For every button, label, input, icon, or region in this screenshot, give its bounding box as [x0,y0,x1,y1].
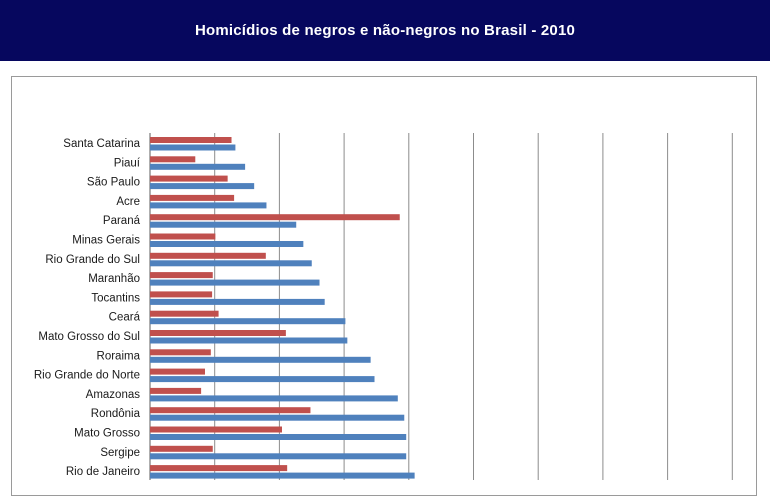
bar-blue [150,318,346,325]
category-label: Rondônia [91,408,141,420]
category-label: Piauí [114,157,141,169]
bar-blue [150,202,267,209]
category-label: Mato Grosso do Sul [38,331,140,343]
category-label: Rio Grande do Sul [45,254,140,266]
bar-blue [150,279,320,286]
bar-blue [150,395,398,402]
bar-blue [150,337,348,344]
category-label: Paraná [103,215,141,227]
category-label: Amazonas [86,389,141,401]
bar-red [150,194,235,201]
bar-red [150,407,311,414]
bar-red [150,156,196,163]
category-label: Roraima [97,350,141,362]
bar-blue [150,241,304,247]
category-label: Maranhão [88,273,140,285]
category-label: Rio de Janeiro [66,466,140,478]
bar-blue [150,414,405,421]
bar-red [150,445,213,452]
bar-blue [150,453,407,460]
category-label: Tocantins [91,292,140,304]
category-label: Ceará [109,312,141,324]
bar-blue [150,163,246,170]
bar-red [150,214,400,221]
category-label: Sergipe [100,447,140,459]
bar-chart: Santa Catarina Piauí São Paulo Acre Paraná Mi… [34,133,733,480]
bar-red [150,272,213,279]
bar-blue [150,183,255,190]
bar-red [150,137,232,143]
bar-red [150,387,202,394]
chart-title: Homicídios de negros e não-negros no Bra… [194,22,576,39]
category-label: Acre [116,196,140,208]
category-labels: Santa Catarina Piauí São Paulo Acre Paraná Mi… [34,138,141,478]
bar-red [150,349,211,356]
bar-red [150,310,219,317]
bar-blue [150,221,297,228]
bar-red [150,330,286,336]
bar-red [150,252,266,259]
bar-blue [150,472,415,479]
bar-blue [150,376,375,383]
category-label: São Paulo [87,177,140,189]
category-label: Mato Grosso [74,428,140,440]
bar-red [150,175,228,182]
chart-frame [11,76,757,496]
bar-blue [150,298,325,305]
bar-blue [150,434,407,440]
bar-red [150,426,282,433]
bar-red [150,233,216,240]
chart-header-bar: Homicídios de negros e não-negros no Bra… [0,0,770,61]
category-label: Rio Grande do Norte [34,370,140,382]
category-label: Santa Catarina [63,138,140,150]
bar-red [150,465,288,472]
category-label: Minas Gerais [72,235,140,247]
bar-red [150,291,213,298]
bar-blue [150,260,312,267]
bar-blue [150,356,371,363]
bars [150,137,415,479]
bar-blue [150,144,236,151]
bar-red [150,368,205,375]
gridlines [149,133,733,480]
